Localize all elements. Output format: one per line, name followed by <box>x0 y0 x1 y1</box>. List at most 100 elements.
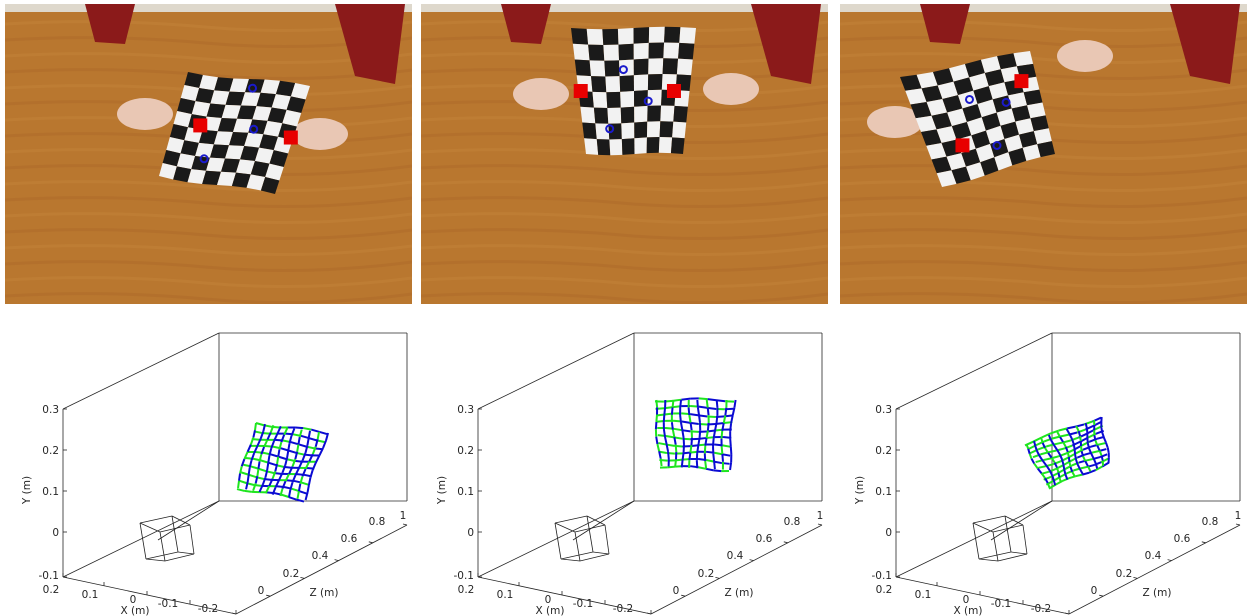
mesh-line <box>724 407 728 416</box>
checker-square <box>237 105 257 120</box>
mesh-line <box>673 427 683 432</box>
checker-square <box>173 111 192 128</box>
mesh-line <box>655 399 659 408</box>
mesh-line <box>1093 435 1097 441</box>
checker-square <box>269 150 289 167</box>
camera-wireframe-edge <box>972 515 1006 524</box>
camera-wireframe-edge <box>157 500 220 541</box>
mesh-line <box>1036 467 1043 474</box>
mesh-line <box>1056 449 1061 456</box>
mesh-line <box>303 427 312 431</box>
wood-grain <box>5 212 412 225</box>
mesh-line <box>673 436 677 445</box>
mesh-line <box>688 452 692 461</box>
checker-square <box>250 160 270 178</box>
mesh-line <box>1033 440 1037 447</box>
mesh-line <box>1044 477 1049 484</box>
mesh-line <box>268 478 274 487</box>
checker-square <box>1033 128 1052 145</box>
checkerboard <box>571 26 696 156</box>
mesh-line <box>681 429 691 433</box>
z-tick: 0.8 <box>369 516 386 528</box>
checker-square <box>588 44 605 61</box>
mesh-line <box>690 413 699 417</box>
mesh-line <box>706 422 710 431</box>
mesh-line <box>286 450 290 459</box>
mesh-line <box>304 445 309 454</box>
mesh-line <box>712 453 716 462</box>
mesh-line <box>1058 427 1068 432</box>
checker-square <box>195 88 215 104</box>
checker-square <box>263 120 283 137</box>
mesh-line <box>300 434 310 440</box>
mesh-line <box>1065 428 1071 435</box>
checker-square <box>282 109 302 127</box>
camera-wireframe-edge <box>145 551 179 560</box>
checker-square <box>618 43 634 61</box>
mesh-line <box>250 465 259 470</box>
camera-wireframe-edge <box>139 522 161 533</box>
mesh-line <box>325 432 330 441</box>
photo-front <box>421 4 828 304</box>
x-axis-line <box>895 576 1070 615</box>
mesh-line <box>258 484 264 493</box>
wood-grain <box>421 148 828 161</box>
mesh-line <box>290 428 296 437</box>
mesh-line <box>318 430 328 436</box>
checker-square <box>659 121 674 138</box>
x-tick: -0.1 <box>158 598 179 610</box>
mesh-line <box>713 461 716 470</box>
mesh-line <box>256 468 260 477</box>
red-marker <box>283 130 298 145</box>
mesh-line <box>698 466 707 470</box>
mesh-line <box>696 399 699 408</box>
mesh-line <box>304 492 309 501</box>
mesh-line <box>244 489 253 493</box>
mesh-line <box>663 407 667 415</box>
mesh-line <box>1041 442 1046 449</box>
axes-box <box>477 332 823 615</box>
mesh-line <box>261 477 267 486</box>
mesh-line <box>271 471 277 480</box>
red-marker <box>193 118 208 133</box>
z-tick-mark <box>817 523 823 526</box>
mesh-line <box>687 407 691 416</box>
mesh-line <box>238 479 247 485</box>
mesh-line <box>308 437 317 442</box>
wood-grain <box>421 196 828 209</box>
mesh-line <box>1091 450 1100 454</box>
wood-grain <box>421 260 828 273</box>
x-tick: 0 <box>545 594 552 606</box>
mesh-line <box>722 453 731 457</box>
mesh-line <box>307 430 312 439</box>
checker-square <box>574 59 592 77</box>
mesh-line <box>1064 446 1069 453</box>
z-tick: 1 <box>817 510 824 522</box>
mesh-line <box>707 398 717 402</box>
z-tick: 1 <box>1235 510 1242 522</box>
checker-square <box>648 58 664 75</box>
y-axis-label: Y (m) <box>854 476 866 505</box>
blue-marker <box>605 124 615 134</box>
mesh-line <box>730 415 734 424</box>
mesh-line <box>720 430 724 439</box>
mesh-line <box>715 415 719 424</box>
mesh-line <box>658 442 667 446</box>
mesh-line <box>664 436 668 445</box>
checker-square <box>646 121 661 138</box>
mesh-line <box>1085 457 1094 462</box>
mesh-line <box>731 407 736 416</box>
mesh-line <box>705 430 709 439</box>
mesh-line <box>288 449 297 454</box>
checker-square <box>244 132 264 148</box>
z-tick-mark <box>231 612 237 615</box>
mesh-line <box>301 452 307 461</box>
wood-grain <box>840 228 1247 241</box>
checker-square <box>229 78 249 93</box>
mesh-line <box>1100 455 1104 461</box>
mesh-line <box>1059 454 1064 461</box>
checker-square <box>231 172 251 188</box>
mesh-line <box>729 423 733 432</box>
mesh-line <box>1080 450 1085 457</box>
mesh-line <box>705 459 715 463</box>
